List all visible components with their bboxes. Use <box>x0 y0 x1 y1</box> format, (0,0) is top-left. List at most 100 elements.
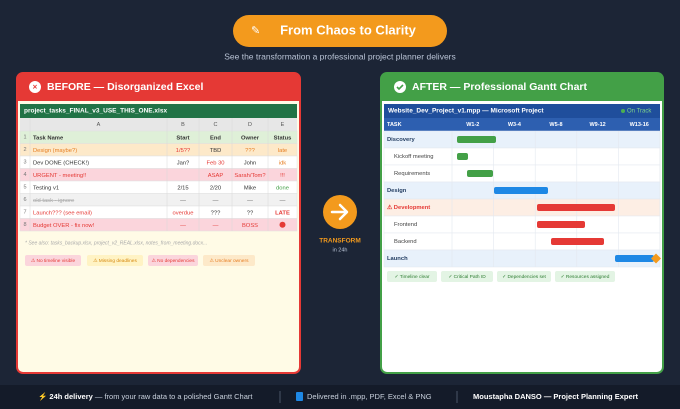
row-number: 4 <box>23 172 26 178</box>
column-letters <box>20 118 297 131</box>
author-role: — Project Planning Expert <box>542 392 639 401</box>
column-letter: A <box>97 122 101 128</box>
cell: old task - ignore <box>33 198 74 204</box>
cell: LATE <box>275 210 290 216</box>
benefit-tag <box>441 271 493 282</box>
sheet-row <box>19 218 298 232</box>
footer <box>0 385 680 409</box>
bar <box>551 238 604 245</box>
delivery-rest: — from your raw data to a polished Gantt… <box>93 392 254 401</box>
cell: — <box>180 198 186 204</box>
period-label: W13-16 <box>630 122 649 128</box>
row-number: 7 <box>23 210 26 216</box>
cell: 1/5?? <box>176 148 191 154</box>
before-header <box>17 73 300 101</box>
cell: 2/15 <box>177 185 188 191</box>
cell: Dev DONE (CHECK!) <box>33 160 89 166</box>
benefit-label: ✓ Critical Path ID <box>448 274 486 280</box>
cell: late <box>278 148 287 154</box>
check-mark <box>396 84 404 91</box>
bar <box>537 221 585 228</box>
issue-tag <box>148 255 198 266</box>
footer-formats: Delivered in .mpp, PDF, Excel & PNG <box>307 392 432 401</box>
badge-icon: ✎ <box>251 25 260 37</box>
cell: idk <box>279 160 287 166</box>
x-icon-mark: × <box>33 83 38 92</box>
task-header: TASK <box>387 122 402 128</box>
task-label: ⚠ Development <box>387 204 430 211</box>
footer-author: Moustapha DANSO — Project Planning Exper… <box>473 392 639 401</box>
cell: — <box>280 198 286 204</box>
header-cell: Owner <box>241 135 260 141</box>
benefit-tag <box>387 271 437 282</box>
cell: — <box>213 223 219 229</box>
issue-tag <box>87 255 143 266</box>
title: From Chaos to Clarity <box>280 22 417 37</box>
cell: overdue <box>173 210 194 216</box>
task-label: Design <box>387 188 407 194</box>
title-badge <box>233 15 447 47</box>
footer-delivery: ⚡ 24h delivery — from your raw data to a… <box>38 392 253 401</box>
cell: Testing v1 <box>33 185 59 191</box>
row-number: 2 <box>23 147 26 153</box>
arrow-icon <box>330 203 349 221</box>
bar <box>457 136 496 143</box>
issue-label: ⚠ Unclear owners <box>210 258 250 264</box>
issue-tag <box>25 255 81 266</box>
cell: 2/20 <box>210 185 221 191</box>
bar <box>494 187 548 194</box>
column-letter: C <box>214 122 218 128</box>
status-dot <box>621 109 625 113</box>
window-bar <box>384 104 660 118</box>
cell: BOSS <box>242 223 258 229</box>
cell: — <box>213 198 219 204</box>
doc-icon <box>296 392 303 401</box>
task-label: Requirements <box>394 171 430 177</box>
after-title: AFTER — Professional Gantt Chart <box>412 81 588 93</box>
file-bar <box>20 104 297 118</box>
issue-tag <box>203 255 255 266</box>
window-title: Website_Dev_Project_v1.mpp — Microsoft P… <box>388 108 544 115</box>
status: On Track <box>627 109 652 115</box>
benefit-label: ✓ Resources assigned <box>561 274 610 280</box>
row-number: 6 <box>23 197 26 203</box>
column-letter: E <box>281 122 285 128</box>
period-label: W1-2 <box>466 122 479 128</box>
cell: ?? <box>247 210 254 216</box>
cell: Jan? <box>177 160 190 166</box>
cell: Mike <box>244 185 256 191</box>
task-label: Launch <box>387 256 408 262</box>
header-cell: Status <box>274 135 292 141</box>
sheet-note: * See also: tasks_backup.xlsx, project_v… <box>25 240 207 246</box>
bar <box>537 204 615 211</box>
column-letter: B <box>181 122 185 128</box>
column-letter: D <box>248 122 252 128</box>
bar <box>457 153 468 160</box>
task-label: Frontend <box>394 222 417 228</box>
benefit-label: ✓ Timeline clear <box>395 274 430 280</box>
task-label: Backend <box>394 239 417 245</box>
cell: Feb 30 <box>206 160 224 166</box>
cell: — <box>180 223 186 229</box>
cell: URGENT - meeting!! <box>33 173 87 179</box>
issue-label: ⚠ Missing deadlines <box>93 258 137 264</box>
benefit-tag <box>555 271 615 282</box>
issue-label: ⚠ No dependencies <box>152 258 196 264</box>
cell: ??? <box>211 210 221 216</box>
before-title: BEFORE — Disorganized Excel <box>47 81 203 93</box>
header-cell: Task Name <box>33 135 64 141</box>
task-label: Discovery <box>387 137 415 143</box>
period-label: W3-4 <box>508 122 522 128</box>
gantt-header <box>384 118 660 131</box>
bar <box>615 255 654 262</box>
task-label: Kickoff meeting <box>394 154 434 160</box>
transform-time: in 24h <box>333 247 348 253</box>
milestone <box>651 253 661 264</box>
header-cell: Start <box>176 135 189 141</box>
cell: TBD <box>210 148 222 154</box>
x-icon <box>29 81 41 93</box>
transform-label: TRANSFORM <box>319 238 361 245</box>
delivery-lead: ⚡ 24h delivery <box>38 392 94 401</box>
cell: !!! <box>280 173 285 179</box>
